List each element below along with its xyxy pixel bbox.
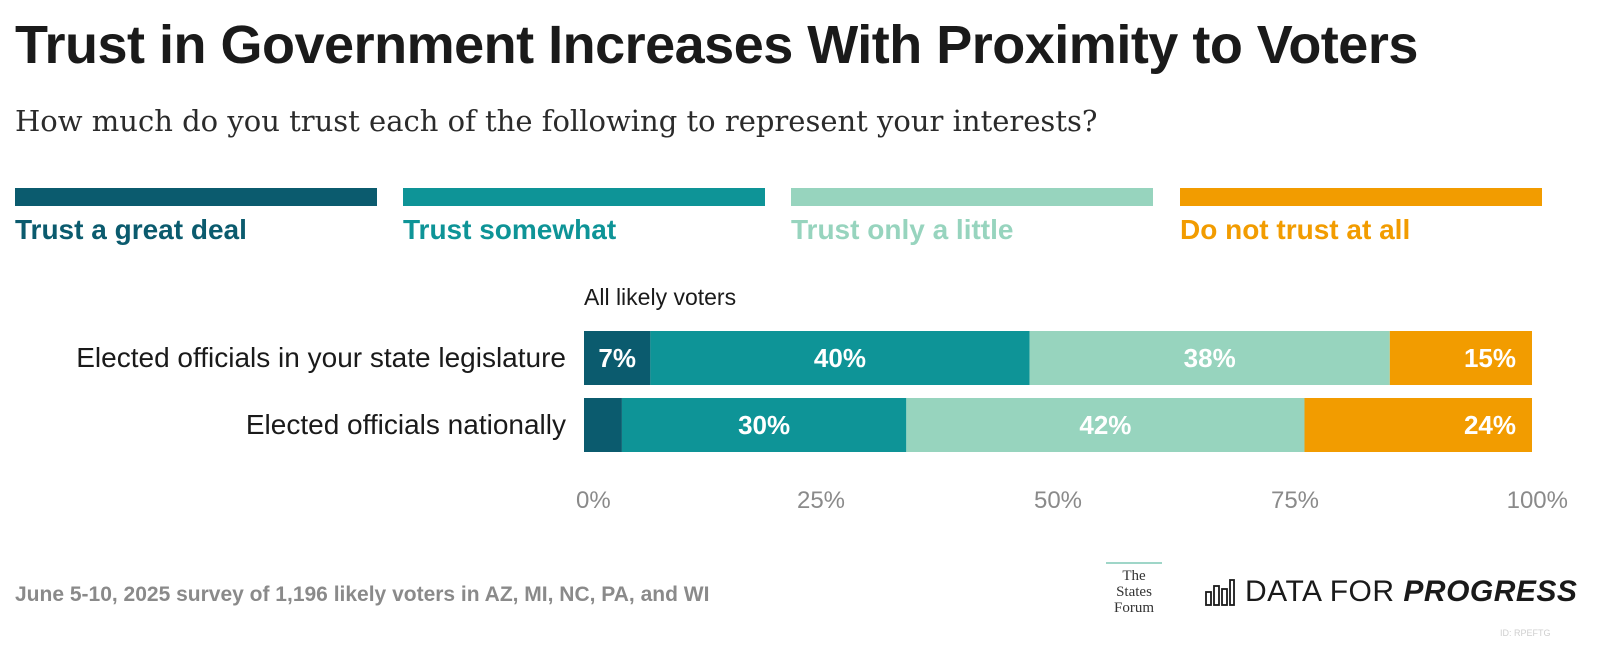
data-label: 40% — [814, 343, 866, 373]
chart-subtitle: How much do you trust each of the follow… — [15, 104, 1098, 138]
data-label: 7% — [598, 343, 636, 373]
bar-segment — [584, 398, 622, 452]
x-tick-label: 25% — [797, 487, 845, 514]
x-tick-label: 50% — [1034, 487, 1082, 514]
legend-swatch — [791, 188, 1153, 206]
dfp-light-text: DATA FOR — [1245, 575, 1404, 608]
bar-chart-icon — [1205, 579, 1235, 606]
legend-label: Trust somewhat — [403, 214, 617, 245]
x-tick-label: 75% — [1271, 487, 1319, 514]
bar-segment — [1029, 331, 1390, 385]
data-for-progress-logo: DATA FOR PROGRESS — [1205, 575, 1577, 609]
legend-swatch — [403, 188, 765, 206]
legend-swatch — [1180, 188, 1542, 206]
dfp-wordmark: DATA FOR PROGRESS — [1245, 575, 1577, 609]
dfp-bold-text: PROGRESS — [1403, 575, 1578, 608]
data-label: 42% — [1079, 410, 1131, 440]
bar-segment — [621, 398, 907, 452]
legend-item-not-at-all: Do not trust at all — [1180, 188, 1542, 246]
x-tick-label: 0% — [576, 487, 611, 514]
legend-item-somewhat: Trust somewhat — [403, 188, 765, 246]
bar-segment — [1304, 398, 1532, 452]
legend-label: Trust only a little — [791, 214, 1014, 245]
data-label: 15% — [1464, 343, 1516, 373]
logo-line: The — [1122, 568, 1146, 584]
logo-line: States — [1116, 584, 1152, 600]
group-label: All likely voters — [584, 284, 736, 310]
legend-item-great-deal: Trust a great deal — [15, 188, 377, 246]
stacked-bar-chart: All likely voters Elected officials in yo… — [76, 284, 1568, 514]
chart-id: ID: RPEFTG — [1500, 628, 1551, 638]
bar-segment — [1389, 331, 1532, 385]
data-label: 30% — [738, 410, 790, 440]
data-label: 38% — [1184, 343, 1236, 373]
legend-label: Do not trust at all — [1180, 214, 1411, 245]
bar-segment — [906, 398, 1305, 452]
legend-swatch — [15, 188, 377, 206]
legend-label: Trust a great deal — [15, 214, 247, 245]
data-label: 24% — [1464, 410, 1516, 440]
bar-segment — [650, 331, 1030, 385]
category-label: Elected officials nationally — [246, 409, 566, 440]
logo-line: Forum — [1113, 600, 1154, 616]
category-label: Elected officials in your state legislat… — [76, 342, 566, 373]
bar-segment — [584, 331, 651, 385]
survey-footnote: June 5-10, 2025 survey of 1,196 likely v… — [15, 583, 710, 606]
x-tick-label: 100% — [1507, 487, 1568, 514]
chart-title: Trust in Government Increases With Proxi… — [15, 15, 1418, 75]
states-forum-logo: The States Forum — [1106, 562, 1162, 616]
legend-item-little: Trust only a little — [791, 188, 1153, 246]
